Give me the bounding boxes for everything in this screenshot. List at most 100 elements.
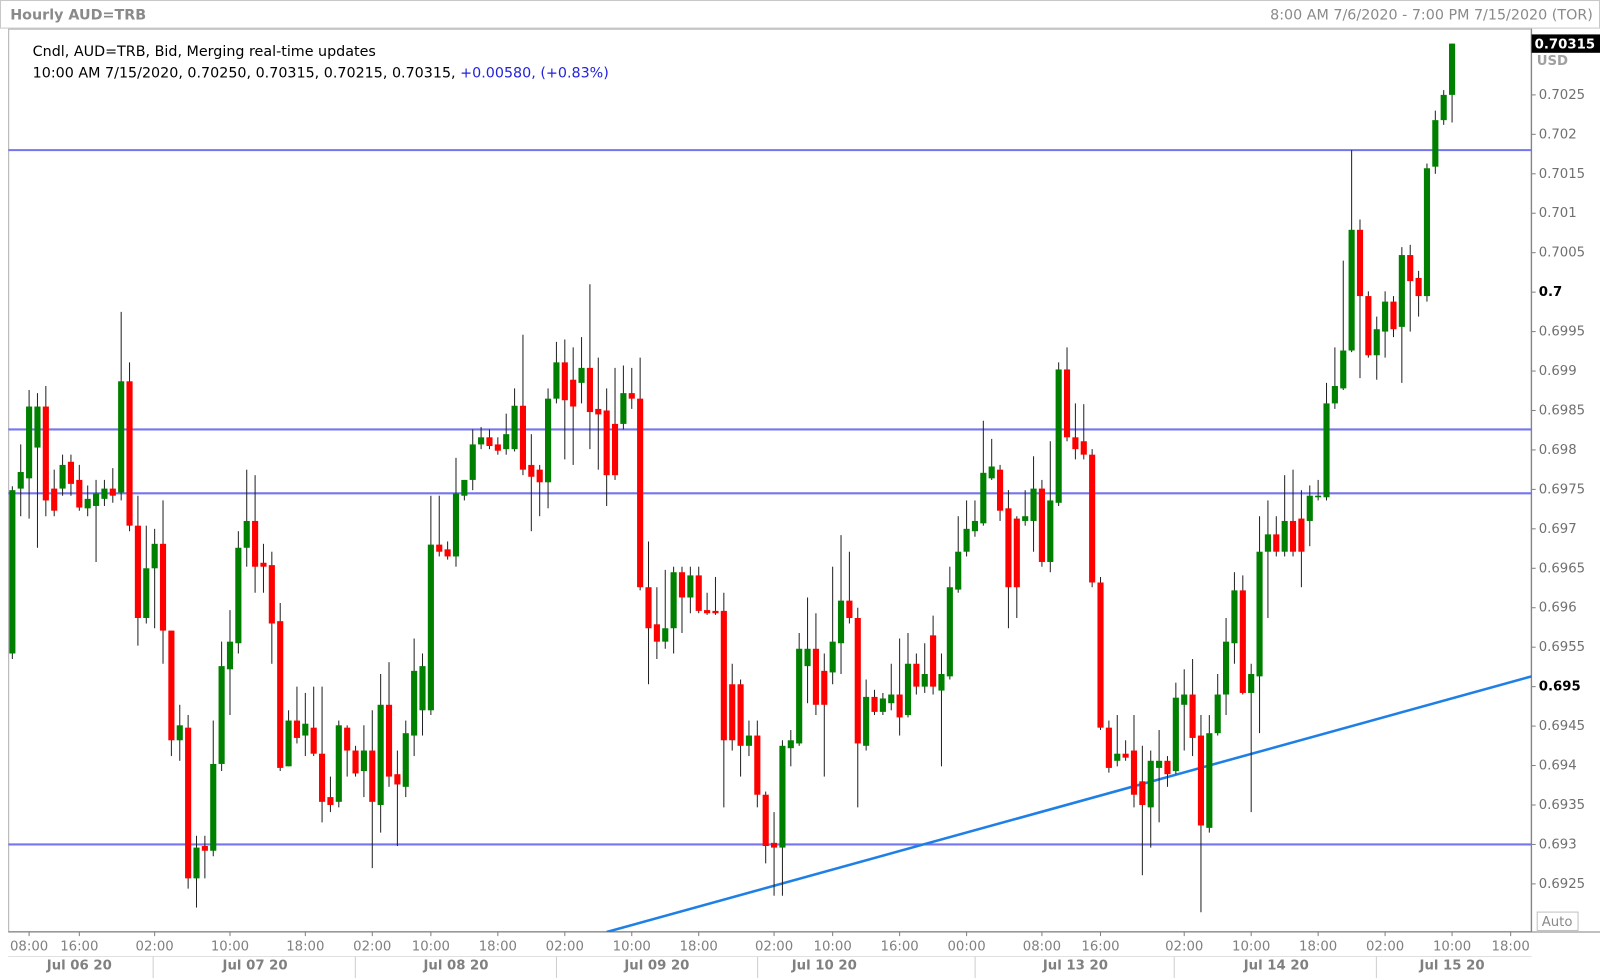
candle-body	[1005, 508, 1012, 588]
candle-body	[252, 520, 259, 567]
candle-body	[293, 720, 301, 738]
candle-body	[461, 479, 468, 496]
candle-body	[218, 666, 225, 764]
candle-body	[578, 367, 585, 383]
candle-body	[1390, 301, 1397, 330]
candle-body	[260, 562, 267, 567]
x-tick-label: 10:00	[1232, 939, 1270, 954]
candle-body	[394, 774, 401, 785]
candle-body	[1080, 441, 1087, 455]
candle-body	[586, 367, 593, 413]
candle-body	[888, 694, 895, 704]
date-label: Jul 10 20	[791, 959, 857, 974]
candle-body	[168, 630, 175, 741]
scale-mode[interactable]: Auto	[1542, 915, 1573, 930]
candle-body	[1264, 534, 1271, 552]
last-price-label: 0.70315	[1535, 38, 1595, 53]
candle-body	[1440, 94, 1447, 121]
candle-body	[352, 750, 359, 774]
candle-body	[544, 398, 552, 483]
x-tick-label: 02:00	[1366, 939, 1404, 954]
candle-body	[17, 472, 24, 489]
info-line-1: Cndl, AUD=TRB, Bid, Merging real-time up…	[33, 44, 376, 60]
x-tick-label: 10:00	[211, 939, 249, 954]
candle-body	[360, 750, 367, 772]
candle-body	[436, 544, 443, 552]
y-tick-label: 0.693	[1539, 837, 1577, 852]
candle-body	[9, 490, 16, 654]
candle-body	[595, 408, 602, 415]
candle-body	[285, 720, 292, 767]
candle-body	[796, 648, 803, 744]
candle-body	[720, 610, 727, 741]
candle-body	[1139, 781, 1146, 805]
candle-body	[1256, 551, 1263, 677]
y-tick-label: 0.7025	[1539, 88, 1585, 103]
candle-body	[1331, 386, 1338, 404]
candle-body	[1172, 697, 1179, 772]
x-tick-label: 02:00	[353, 939, 391, 954]
candle-body	[1348, 229, 1355, 351]
candle-body	[118, 381, 125, 493]
scale-mode-box[interactable]	[1536, 911, 1579, 931]
candle-body	[134, 525, 141, 618]
candle-body	[879, 698, 886, 712]
candle-body	[109, 488, 116, 496]
candle-body	[1055, 369, 1062, 503]
candle-body	[1030, 488, 1037, 521]
y-tick-label: 0.7005	[1539, 246, 1585, 261]
x-tick-label: 08:00	[10, 939, 48, 954]
title-bar	[0, 0, 1600, 29]
candle-body	[1122, 753, 1129, 758]
candle-body	[620, 393, 627, 424]
candle-body	[837, 600, 845, 644]
candle-body	[193, 847, 200, 879]
y-tick-label: 0.6935	[1539, 798, 1585, 813]
candle-body	[1281, 520, 1288, 552]
y-tick-label: 0.6995	[1539, 325, 1585, 340]
candle-body	[76, 479, 83, 508]
y-tick-label: 0.6925	[1539, 877, 1585, 892]
candle-body	[955, 551, 962, 590]
candle-body	[528, 464, 535, 477]
candle-body	[1147, 760, 1154, 808]
candle-body	[904, 663, 912, 716]
y-tick-label: 0.701	[1539, 206, 1577, 221]
candle-body	[151, 543, 158, 569]
candle-body	[210, 763, 217, 851]
x-tick-label: 02:00	[136, 939, 174, 954]
candle-body	[553, 362, 560, 399]
y-tick-label: 0.695	[1539, 680, 1581, 695]
candle-body	[946, 587, 953, 677]
date-range: 8:00 AM 7/6/2020 - 7:00 PM 7/15/2020 (TO…	[1270, 7, 1593, 23]
x-tick-label: 00:00	[947, 939, 985, 954]
y-tick-label: 0.694	[1539, 759, 1577, 774]
x-tick-label: 10:00	[1433, 939, 1471, 954]
candle-body	[603, 410, 610, 476]
y-tick-label: 0.6975	[1539, 482, 1585, 497]
x-tick-label: 02:00	[1165, 939, 1203, 954]
candle-body	[101, 488, 108, 499]
info-change-pct: (+0.83%)	[540, 66, 609, 82]
candle-body	[821, 670, 828, 705]
candle-body	[729, 684, 736, 741]
candle-body	[1398, 255, 1405, 327]
candle-body	[411, 670, 418, 736]
candle-body	[653, 624, 660, 642]
info-ohlc: 10:00 AM 7/15/2020, 0.70250, 0.70315, 0.…	[33, 66, 456, 82]
candle-body	[754, 735, 761, 795]
candle-body	[1164, 760, 1171, 775]
candle-body	[863, 696, 870, 746]
date-label: Jul 08 20	[422, 959, 488, 974]
candle-body	[1315, 495, 1322, 498]
candle-body	[469, 444, 476, 480]
candle-body	[1356, 229, 1364, 297]
candle-body	[1013, 518, 1020, 588]
candle-body	[243, 520, 250, 548]
candle-body	[159, 543, 167, 631]
candle-body	[452, 493, 460, 557]
date-label: Jul 06 20	[46, 959, 112, 974]
x-tick-label: 18:00	[1299, 939, 1337, 954]
